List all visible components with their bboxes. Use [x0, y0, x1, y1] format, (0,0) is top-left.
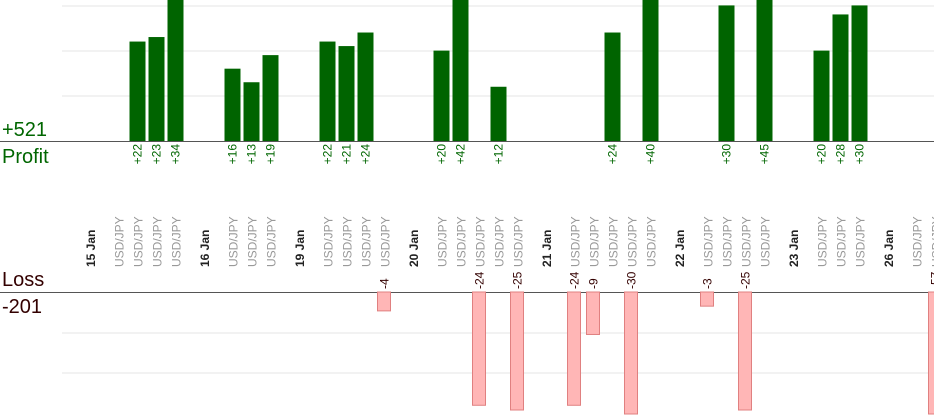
profit-value-label-3-3: +12 [492, 144, 506, 165]
profit-value-label-5-3: +45 [758, 144, 772, 165]
profit-value-label-2-0: +22 [321, 144, 335, 165]
symbol-label-2-1: USD/JPY [341, 216, 355, 267]
symbol-label-4-0: USD/JPY [569, 216, 583, 267]
symbol-label-4-3: USD/JPY [626, 216, 640, 267]
profit-value-label-1-1: +13 [245, 144, 259, 165]
symbol-label-0-3: USD/JPY [170, 216, 184, 267]
date-label-4: 21 Jan [540, 230, 554, 267]
symbol-label-3-0: USD/JPY [436, 216, 450, 267]
symbol-label-3-1: USD/JPY [455, 216, 469, 267]
date-label-2: 19 Jan [293, 230, 307, 267]
profit-value-label-2-2: +24 [359, 144, 373, 165]
loss-bar-4-0 [567, 291, 581, 406]
symbol-label-1-0: USD/JPY [227, 216, 241, 267]
loss-value-label-4-1: -9 [587, 278, 601, 289]
profit-bar-0-3 [167, 0, 184, 141]
symbol-label-5-2: USD/JPY [740, 216, 754, 267]
profit-value-label-4-2: +24 [606, 144, 620, 165]
profit-value-label-5-1: +30 [720, 144, 734, 165]
symbol-label-2-3: USD/JPY [379, 216, 393, 267]
profit-bar-4-4 [642, 0, 659, 142]
symbol-label-4-1: USD/JPY [588, 216, 602, 267]
symbol-label-4-4: USD/JPY [645, 216, 659, 267]
profit-bar-5-3 [756, 0, 773, 141]
symbol-label-1-1: USD/JPY [246, 216, 260, 267]
loss-value-label-4-0: -24 [568, 271, 582, 289]
symbol-label-3-2: USD/JPY [474, 216, 488, 267]
symbol-label-1-2: USD/JPY [265, 216, 279, 267]
loss-label: Loss [2, 269, 45, 291]
profit-value-label-1-0: +16 [226, 144, 240, 165]
profit-bar-3-0 [433, 50, 450, 141]
loss-value-label-5-0: -3 [701, 278, 715, 289]
symbol-label-4-2: USD/JPY [607, 216, 621, 267]
profit-bar-5-1 [718, 5, 735, 142]
profit-label: Profit [2, 146, 49, 168]
loss-total: -201 [2, 296, 43, 318]
loss-bar-4-3 [624, 291, 638, 415]
symbol-label-5-1: USD/JPY [721, 216, 735, 267]
symbol-label-6-2: USD/JPY [854, 216, 868, 267]
loss-value-label-4-3: -30 [625, 271, 639, 289]
symbol-label-3-4: USD/JPY [512, 216, 526, 267]
loss-bar-2-3 [377, 291, 391, 312]
loss-bar-3-4 [510, 291, 524, 411]
loss-bar-3-2 [472, 291, 486, 406]
profit-bar-3-3 [490, 86, 507, 141]
loss-bar-5-2 [738, 291, 752, 411]
profit-total: +521 [2, 119, 48, 141]
profit-value-label-3-1: +42 [454, 144, 468, 165]
profit-bar-1-1 [243, 82, 260, 141]
profit-value-label-0-3: +34 [169, 144, 183, 165]
profit-bar-0-2 [148, 37, 165, 141]
profit-value-label-0-1: +22 [131, 144, 145, 165]
profit-bar-4-2 [604, 32, 621, 141]
symbol-label-6-0: USD/JPY [816, 216, 830, 267]
loss-value-label-3-4: -25 [511, 271, 525, 289]
symbol-label-2-2: USD/JPY [360, 216, 374, 267]
profit-bar-6-1 [832, 14, 849, 141]
symbol-label-6-1: USD/JPY [835, 216, 849, 267]
loss-bar-7-1 [928, 291, 934, 415]
profit-value-label-6-1: +28 [834, 144, 848, 165]
loss-bar-5-0 [700, 291, 714, 307]
symbol-label-7-1: USD/JPY [930, 216, 934, 267]
loss-value-label-2-3: -4 [378, 278, 392, 289]
profit-bar-2-1 [338, 46, 355, 141]
profit-value-label-2-1: +21 [340, 144, 354, 165]
loss-value-label-5-2: -25 [739, 271, 753, 289]
date-label-1: 16 Jan [198, 230, 212, 267]
symbol-label-3-3: USD/JPY [493, 216, 507, 267]
symbol-label-2-0: USD/JPY [322, 216, 336, 267]
date-label-6: 23 Jan [787, 230, 801, 267]
loss-value-label-7-1: -57 [929, 271, 934, 289]
profit-bar-2-0 [319, 41, 336, 142]
profit-bar-0-1 [129, 41, 146, 142]
loss-bar-4-1 [586, 291, 600, 335]
date-label-3: 20 Jan [407, 230, 421, 267]
date-label-7: 26 Jan [882, 230, 896, 267]
symbol-label-0-0: USD/JPY [113, 216, 127, 267]
loss-value-label-3-2: -24 [473, 271, 487, 289]
profit-value-label-1-2: +19 [264, 144, 278, 165]
profit-value-label-6-0: +20 [815, 144, 829, 165]
profit-bar-6-2 [851, 5, 868, 142]
profit-bar-2-2 [357, 32, 374, 141]
profit-bar-1-2 [262, 55, 279, 142]
date-label-5: 22 Jan [673, 230, 687, 267]
symbol-label-7-0: USD/JPY [911, 216, 925, 267]
profit-bar-3-1 [452, 0, 469, 141]
profit-bar-1-0 [224, 68, 241, 141]
profit-value-label-4-4: +40 [644, 144, 658, 165]
symbol-label-0-2: USD/JPY [151, 216, 165, 267]
profit-bar-6-0 [813, 50, 830, 141]
symbol-label-5-0: USD/JPY [702, 216, 716, 267]
date-label-0: 15 Jan [84, 230, 98, 267]
profit-value-label-3-0: +20 [435, 144, 449, 165]
symbol-label-0-1: USD/JPY [132, 216, 146, 267]
symbol-label-5-3: USD/JPY [759, 216, 773, 267]
profit-value-label-0-2: +23 [150, 144, 164, 165]
profit-value-label-6-2: +30 [853, 144, 867, 165]
